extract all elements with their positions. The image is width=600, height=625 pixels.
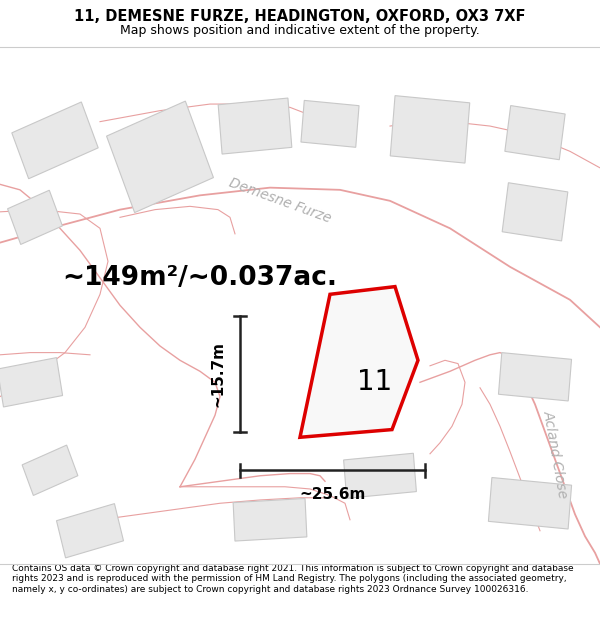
Polygon shape <box>505 106 565 160</box>
Text: 11: 11 <box>358 368 392 396</box>
Polygon shape <box>344 453 416 498</box>
Text: Map shows position and indicative extent of the property.: Map shows position and indicative extent… <box>120 24 480 36</box>
Polygon shape <box>107 101 214 212</box>
Polygon shape <box>301 101 359 148</box>
Polygon shape <box>22 445 78 496</box>
Polygon shape <box>502 182 568 241</box>
Polygon shape <box>499 352 572 401</box>
Polygon shape <box>56 504 124 558</box>
Polygon shape <box>12 102 98 179</box>
Text: Contains OS data © Crown copyright and database right 2021. This information is : Contains OS data © Crown copyright and d… <box>12 564 574 594</box>
Polygon shape <box>488 478 572 529</box>
Text: ~15.7m: ~15.7m <box>211 341 226 407</box>
Text: Acland Close: Acland Close <box>541 409 569 499</box>
Text: ~149m²/~0.037ac.: ~149m²/~0.037ac. <box>62 265 337 291</box>
Polygon shape <box>300 287 418 438</box>
Text: ~25.6m: ~25.6m <box>299 487 365 502</box>
Text: Demesne Furze: Demesne Furze <box>227 176 333 226</box>
Polygon shape <box>233 499 307 541</box>
Polygon shape <box>218 98 292 154</box>
Polygon shape <box>0 357 62 407</box>
Polygon shape <box>8 190 62 244</box>
Text: 11, DEMESNE FURZE, HEADINGTON, OXFORD, OX3 7XF: 11, DEMESNE FURZE, HEADINGTON, OXFORD, O… <box>74 9 526 24</box>
Polygon shape <box>390 96 470 163</box>
